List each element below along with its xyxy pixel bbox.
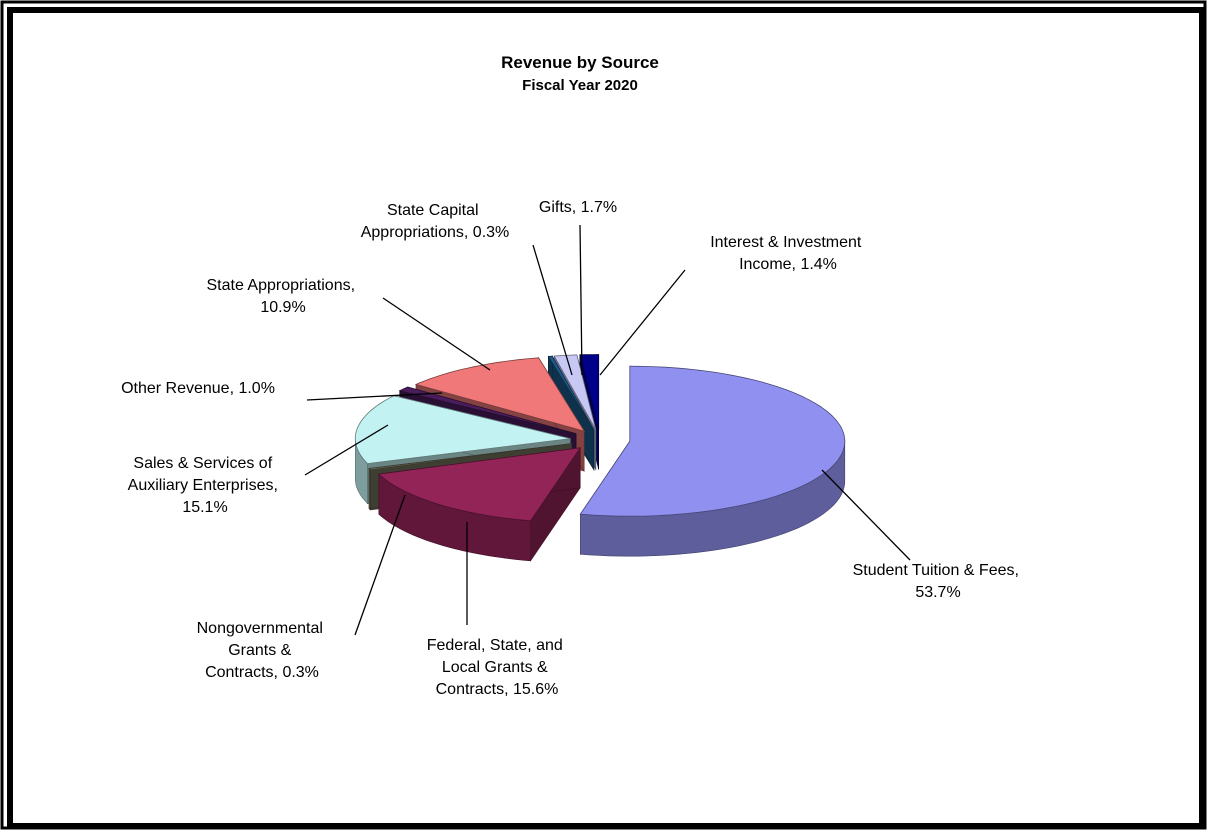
data-label-line: Other Revenue, 1.0% <box>121 380 275 397</box>
data-label-line: Contracts, 0.3% <box>205 664 319 681</box>
slice <box>579 365 846 517</box>
slice-side <box>368 468 371 511</box>
leader-line <box>304 424 389 476</box>
slice <box>377 447 582 522</box>
slice-group <box>579 365 846 557</box>
chart-title: Revenue by Source <box>501 53 659 72</box>
data-label-line: Gifts, 1.7% <box>539 199 617 216</box>
data-label-line: State Appropriations, <box>207 277 360 294</box>
data-label: State Appropriations, 10.9% <box>207 277 360 316</box>
leader-line <box>579 224 583 376</box>
data-label: Nongovernmental Grants & Contracts, 0.3% <box>197 620 328 681</box>
data-label: Interest & Investment Income, 1.4% <box>710 234 866 273</box>
data-label-line: Contracts, 15.6% <box>436 681 559 698</box>
data-label: Student Tuition & Fees, 53.7% <box>853 562 1024 601</box>
slice <box>579 354 600 430</box>
slice <box>368 443 572 471</box>
data-label-line: Student Tuition & Fees, <box>853 562 1024 579</box>
chart-frame <box>7 7 1205 829</box>
leader-line <box>821 469 911 561</box>
slice <box>354 395 571 465</box>
data-label: Sales & Services of Auxiliary Enterprise… <box>128 455 283 516</box>
data-label-line: 53.7% <box>915 584 960 601</box>
slice <box>414 357 586 432</box>
data-label-line: Grants & <box>228 642 296 659</box>
leader-line <box>306 392 443 401</box>
data-label-line: Interest & Investment <box>710 234 866 251</box>
data-label: Federal, State, and Local Grants & Contr… <box>427 637 568 698</box>
leader-line <box>354 494 406 636</box>
slice <box>547 355 595 431</box>
data-label: State Capital Appropriations, 0.3% <box>361 202 510 241</box>
data-label-line: Auxiliary Enterprises, <box>128 477 283 494</box>
data-label-line: 10.9% <box>260 299 305 316</box>
data-label-line: Sales & Services of <box>133 455 276 472</box>
chart-subtitle: Fiscal Year 2020 <box>522 77 638 94</box>
data-label: Gifts, 1.7% <box>539 199 617 216</box>
data-label-line: Federal, State, and <box>427 637 568 654</box>
data-label: Other Revenue, 1.0% <box>121 380 275 397</box>
slice-group <box>377 446 582 562</box>
data-label-line: Local Grants & <box>442 659 552 676</box>
leader-line <box>532 244 573 376</box>
data-label-line: 15.1% <box>182 499 227 516</box>
leader-line <box>599 269 686 376</box>
data-label-line: Nongovernmental <box>197 620 328 637</box>
leader-line <box>382 297 491 371</box>
data-label-line: Appropriations, 0.3% <box>361 224 510 241</box>
data-label-line: State Capital <box>387 202 483 219</box>
slice <box>398 386 577 435</box>
data-label-line: Income, 1.4% <box>739 256 837 273</box>
